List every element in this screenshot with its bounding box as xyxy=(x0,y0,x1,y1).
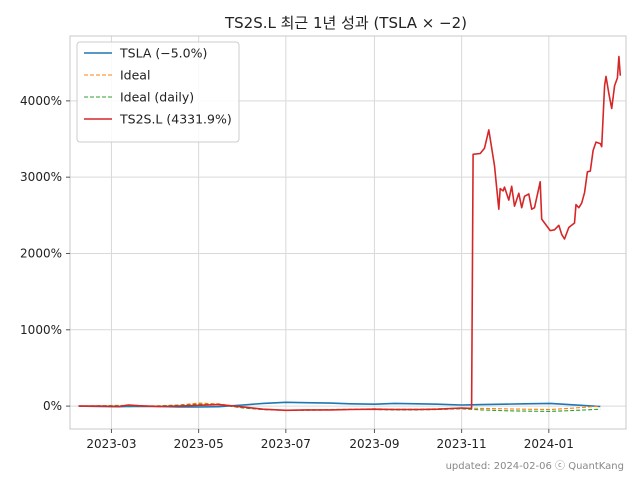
legend: TSLA (−5.0%) Ideal Ideal (daily) TS2S.L (43… xyxy=(76,41,240,143)
legend-label: Ideal xyxy=(120,68,150,83)
legend-label: Ideal (daily) xyxy=(120,90,194,105)
y-tick-label: 2000% xyxy=(20,246,62,260)
x-tick-label: 2023-05 xyxy=(174,437,224,451)
legend-label: TS2S.L (4331.9%) xyxy=(119,112,232,127)
x-tick-label: 2024-01 xyxy=(524,437,574,451)
y-tick-label: 3000% xyxy=(20,170,62,184)
x-tick-label: 2023-03 xyxy=(86,437,136,451)
x-tick-label: 2023-11 xyxy=(437,437,487,451)
y-tick-label: 1000% xyxy=(20,323,62,337)
legend-label: TSLA (−5.0%) xyxy=(119,46,207,61)
legend-box xyxy=(76,41,240,143)
chart-title: TS2S.L 최근 1년 성과 (TSLA × −2) xyxy=(224,14,467,32)
y-tick-label: 0% xyxy=(43,399,62,413)
y-tick-label: 4000% xyxy=(20,94,62,108)
x-tick-label: 2023-09 xyxy=(349,437,399,451)
x-axis-ticks: 2023-03 2023-05 2023-07 2023-09 2023-11 2024-… xyxy=(86,429,574,451)
series-lines xyxy=(78,55,622,412)
series-line xyxy=(78,55,622,412)
x-tick-label: 2023-07 xyxy=(261,437,311,451)
plot-frame xyxy=(69,35,627,430)
y-axis-ticks: 0% 1000% 2000% 3000% 4000% xyxy=(20,94,70,413)
updated-footer: updated: 2024-02-06 ⓒ QuantKang xyxy=(446,460,624,472)
